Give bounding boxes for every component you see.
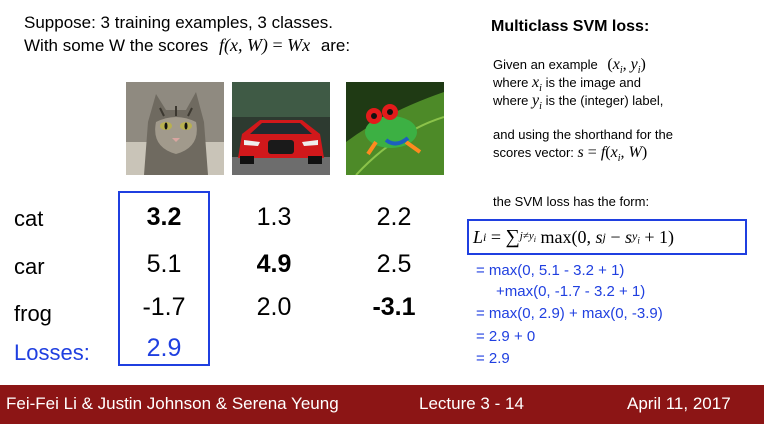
where-label-line: where yi is the (integer) label, xyxy=(493,92,663,112)
scores-vector-formula: s = f(xi, W) xyxy=(577,144,648,165)
loss-form-text: the SVM loss has the form: xyxy=(493,194,650,209)
shorthand-label: scores vector: xyxy=(493,145,574,160)
score-cell: 2.0 xyxy=(256,293,292,321)
example-pair: (xi, yi) xyxy=(607,56,646,77)
x-i-symbol: xi xyxy=(532,74,542,95)
given-example-line: Given an example (xi, yi) xyxy=(493,56,646,76)
row-label-car: car xyxy=(14,254,45,279)
intro-line-2-suffix: are: xyxy=(320,36,351,55)
shorthand-line-2: scores vector: s = f(xi, W) xyxy=(493,144,647,164)
row-label-frog: frog xyxy=(14,301,52,326)
intro-line-2: With some W the scores f(x, W) = Wx are: xyxy=(24,34,350,57)
score-cell: 2.2 xyxy=(376,203,412,231)
intro-line-1: Suppose: 3 training examples, 3 classes. xyxy=(24,13,334,32)
car-image xyxy=(232,82,330,175)
frog-image xyxy=(346,82,444,175)
correct-example-highlight xyxy=(118,191,210,366)
score-cell: 1.3 xyxy=(256,203,292,231)
intro-line-2-prefix: With some W the scores xyxy=(24,36,209,55)
loss-value: 2.9 xyxy=(146,334,182,362)
where-1: where xyxy=(493,75,529,90)
calc-step-3: = max(0, 2.9) + max(0, -3.9) xyxy=(476,305,663,322)
calc-step-1: = max(0, 5.1 - 3.2 + 1) xyxy=(476,262,625,279)
losses-label: Losses: xyxy=(14,340,90,365)
score-cell: 5.1 xyxy=(146,250,182,278)
score-cell: -3.1 xyxy=(372,293,416,321)
where-2-rest: is the (integer) label, xyxy=(545,93,664,108)
given-prefix: Given an example xyxy=(493,57,598,72)
y-i-symbol: yi xyxy=(532,92,542,113)
row-label-cat: cat xyxy=(14,206,44,231)
shorthand-line-1: and using the shorthand for the xyxy=(493,127,673,142)
cat-image xyxy=(126,82,224,175)
footer-authors: Fei-Fei Li & Justin Johnson & Serena Yeu… xyxy=(6,394,339,413)
calc-step-5: = 2.9 xyxy=(476,350,510,367)
score-cell: 4.9 xyxy=(256,250,292,278)
where-1-rest: is the image and xyxy=(545,75,641,90)
section-title: Multiclass SVM loss: xyxy=(491,18,650,35)
score-function: f(x, W) = Wx xyxy=(218,35,311,55)
footer-bar: Fei-Fei Li & Justin Johnson & Serena Yeu… xyxy=(0,385,764,424)
where-2: where xyxy=(493,93,529,108)
where-image-line: where xi is the image and xyxy=(493,74,641,94)
calc-step-2: +max(0, -1.7 - 3.2 + 1) xyxy=(496,283,646,300)
footer-lecture: Lecture 3 - 14 xyxy=(419,394,524,413)
footer-date: April 11, 2017 xyxy=(627,394,731,413)
score-cell: 2.5 xyxy=(376,250,412,278)
calc-step-4: = 2.9 + 0 xyxy=(476,328,536,345)
score-cell: 3.2 xyxy=(146,203,182,231)
score-cell: -1.7 xyxy=(142,293,186,321)
